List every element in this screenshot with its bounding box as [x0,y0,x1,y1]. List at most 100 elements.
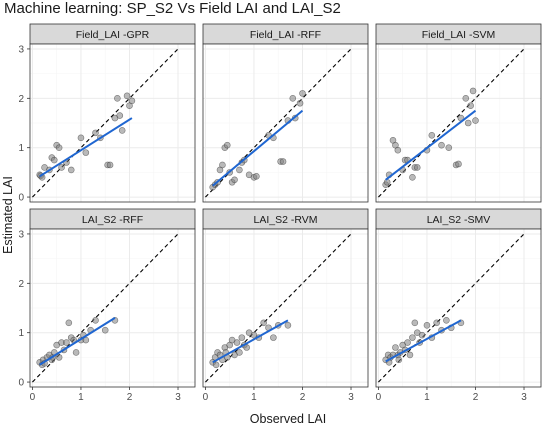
data-point [128,97,136,105]
data-point [455,160,462,168]
data-point [236,349,243,356]
y-tick-label: 0 [18,193,24,204]
data-point [260,319,267,327]
data-point [413,164,421,171]
panel-grid [203,44,368,202]
data-point [296,99,304,107]
data-point [394,146,402,154]
panel-marks [378,233,525,383]
data-point [464,119,472,127]
panel-border [202,228,369,388]
facet-strip-label: Field_LAI -GPR [76,29,150,41]
facet-strip-label: LAI_S2 -RFF [82,214,143,226]
data-point [423,321,431,329]
data-point [236,166,243,174]
data-point [238,334,246,341]
data-point [67,166,75,174]
data-point [55,354,63,361]
data-point [55,144,63,151]
facet-strip-label: Field_LAI -SVM [422,29,496,41]
data-point [106,161,114,169]
facet-strip-label: Field_LAI -RFF [250,29,321,41]
data-point [392,344,399,351]
data-point [406,351,414,359]
data-point [299,90,306,97]
y-tick-label: 1 [18,143,24,154]
x-tick-label: 2 [127,392,133,403]
data-point [383,178,391,186]
data-point [428,132,436,139]
regression-line [385,109,477,181]
data-point [472,117,479,124]
data-point [469,87,477,95]
x-tick-label: 0 [30,392,36,403]
panel-marks [32,48,179,198]
data-point [123,92,131,100]
data-point [279,158,287,165]
panel-border [375,43,542,203]
data-point [462,95,470,102]
data-point [50,156,58,164]
y-tick-label: 1 [18,328,24,339]
data-point [270,334,277,341]
data-point [118,127,126,134]
data-point [92,317,99,324]
data-point [63,339,70,346]
x-tick-label: 3 [521,392,527,403]
panel-border [202,43,369,203]
panel-border [29,228,196,388]
regression-line [212,319,289,364]
data-point [284,321,292,329]
regression-line [39,317,116,366]
panel-marks [205,48,352,198]
facet-panel: LAI_S2 -RVM 0 1 2 3 [202,208,369,403]
y-tick-label: 0 [18,378,24,389]
x-tick-label: 1 [78,392,84,403]
data-point [467,102,474,110]
x-axis-title: Observed LAI [250,412,326,426]
data-point [82,149,90,156]
data-point [58,164,65,171]
data-point [72,349,80,356]
y-tick-label: 3 [18,229,24,240]
data-point [77,134,85,142]
data-point [212,361,220,369]
data-point [223,141,231,149]
data-point [231,176,238,184]
data-point [395,356,403,364]
data-point [219,161,226,169]
x-tick-label: 1 [424,392,430,403]
panel-grid [30,229,195,387]
regression-line [39,117,133,178]
data-point [101,326,109,334]
facet-strip-label: LAI_S2 -RVM [254,214,318,226]
panel-grid [30,44,195,202]
regression-line [385,319,462,363]
data-point [445,144,453,151]
y-tick-label: 2 [18,279,24,290]
data-point [92,129,99,137]
facet-panel: Field_LAI -GPR 0 1 2 3 [18,23,196,204]
panel-marks [32,233,179,383]
panel-grid [203,229,368,387]
y-tick-label: 2 [18,94,24,105]
facet-panel: Field_LAI -RFF [202,23,369,203]
data-point [443,317,450,324]
facet-panel: LAI_S2 -SMV 0 1 2 3 [375,208,542,403]
panel-marks [378,48,525,198]
facet-strip-label: LAI_S2 -SMV [427,214,491,226]
panel-marks [205,233,352,383]
data-point [289,95,297,102]
x-tick-label: 2 [300,392,306,403]
data-point [433,319,440,327]
x-tick-label: 0 [376,392,382,403]
regression-line [212,109,304,187]
x-tick-label: 0 [203,392,209,403]
y-tick-label: 3 [18,44,24,55]
data-point [65,319,73,327]
data-point [116,112,124,119]
data-point [114,95,121,102]
data-point [409,174,416,181]
data-point [409,334,416,341]
